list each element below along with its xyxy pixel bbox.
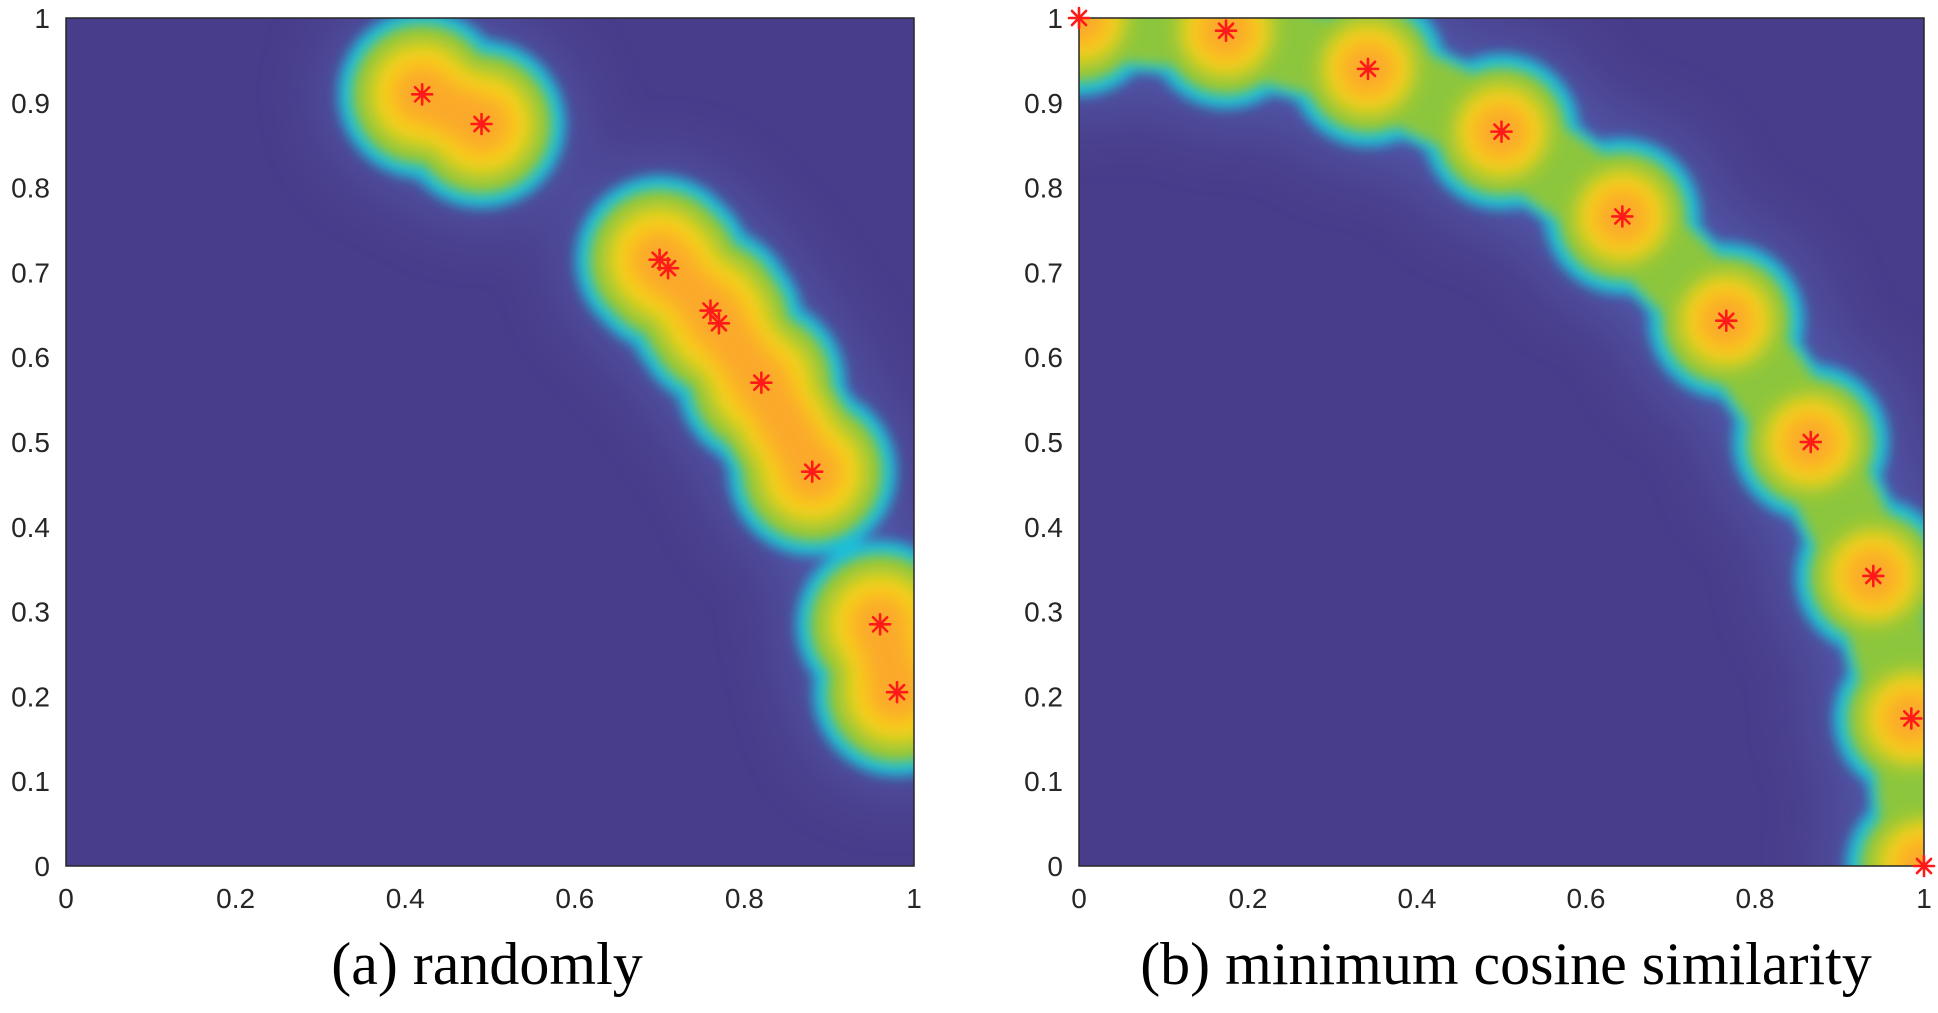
panel-b-y-axis: 0 0.1 0.2 0.3 0.4 0.5 0.6 0.7 0.8 0.9 1 — [1024, 3, 1063, 882]
y-tick-label: 0.8 — [1024, 173, 1063, 204]
data-point-marker — [868, 613, 892, 636]
panel-b-heatmap — [1079, 18, 1924, 866]
data-point-marker — [1900, 707, 1923, 730]
x-tick-label: 0.2 — [1229, 883, 1268, 914]
panel-a: 0 0.1 0.2 0.3 0.4 0.5 0.6 0.7 0.8 0.9 1 0 0.2 0.4 0.6… — [11, 3, 922, 997]
x-tick-label: 0.6 — [555, 883, 594, 914]
y-tick-label: 0.6 — [1024, 342, 1063, 373]
data-point-marker — [1799, 430, 1823, 454]
x-tick-label: 0.4 — [386, 883, 425, 914]
panel-a-y-axis: 0 0.1 0.2 0.3 0.4 0.5 0.6 0.7 0.8 0.9 1 — [11, 3, 50, 882]
data-point-marker — [410, 83, 434, 106]
data-point-marker — [1912, 854, 1936, 878]
x-tick-label: 0 — [1071, 883, 1087, 914]
data-point-marker — [1490, 120, 1513, 143]
data-point-marker — [885, 680, 909, 704]
panel-a-caption: (a) randomly — [331, 931, 643, 997]
panel-b-x-axis: 0 0.2 0.4 0.6 0.8 1 — [1071, 883, 1932, 914]
x-tick-label: 0.8 — [1736, 883, 1775, 914]
y-tick-label: 0.9 — [1024, 88, 1063, 119]
x-tick-label: 1 — [1916, 883, 1932, 914]
panel-a-markers — [410, 83, 909, 704]
data-point-marker — [1356, 57, 1380, 81]
y-tick-label: 0.3 — [1024, 597, 1063, 628]
data-point-marker — [1862, 564, 1885, 588]
panel-a-x-axis: 0 0.2 0.4 0.6 0.8 1 — [58, 883, 922, 914]
y-tick-label: 0.8 — [11, 173, 50, 204]
x-tick-label: 1 — [906, 883, 922, 914]
y-tick-label: 0.5 — [11, 427, 50, 458]
data-point-marker — [656, 256, 680, 280]
panel-b: 0 0.1 0.2 0.3 0.4 0.5 0.6 0.7 0.8 0.9 1 0 0.2 0.4 0.6… — [1024, 3, 1936, 997]
y-tick-label: 0.2 — [11, 681, 50, 712]
x-tick-label: 0.8 — [725, 883, 764, 914]
y-tick-label: 0.7 — [11, 257, 50, 288]
y-tick-label: 0.7 — [1024, 257, 1063, 288]
data-point-marker — [470, 112, 493, 136]
panel-a-heatmap — [66, 18, 914, 866]
data-point-marker — [800, 460, 824, 483]
panel-b-markers — [1067, 6, 1936, 878]
y-tick-label: 0.3 — [11, 597, 50, 628]
data-point-marker — [1067, 6, 1091, 30]
x-tick-label: 0.2 — [216, 883, 255, 914]
data-point-marker — [750, 371, 773, 394]
y-tick-label: 0.9 — [11, 88, 50, 119]
panel-b-caption: (b) minimum cosine similarity — [1140, 931, 1872, 997]
data-point-marker — [707, 311, 731, 335]
y-tick-label: 0.4 — [11, 512, 50, 543]
y-tick-label: 0.1 — [11, 766, 50, 797]
y-tick-label: 0.6 — [11, 342, 50, 373]
y-tick-label: 0 — [34, 851, 50, 882]
x-tick-label: 0 — [58, 883, 74, 914]
data-point-marker — [699, 299, 722, 322]
data-point-marker — [1611, 205, 1634, 228]
y-tick-label: 0.1 — [1024, 766, 1063, 797]
x-tick-label: 0.4 — [1398, 883, 1437, 914]
y-tick-label: 0 — [1047, 851, 1063, 882]
y-tick-label: 0.4 — [1024, 512, 1063, 543]
panel-a-axes-box — [65, 17, 915, 867]
y-tick-label: 0.2 — [1024, 681, 1063, 712]
panel-b-axes-box — [1078, 17, 1925, 867]
y-tick-label: 1 — [1047, 3, 1063, 34]
y-tick-label: 1 — [34, 3, 50, 34]
data-point-marker — [1214, 19, 1238, 43]
x-tick-label: 0.6 — [1567, 883, 1606, 914]
data-point-marker — [1714, 309, 1738, 333]
y-tick-label: 0.5 — [1024, 427, 1063, 458]
